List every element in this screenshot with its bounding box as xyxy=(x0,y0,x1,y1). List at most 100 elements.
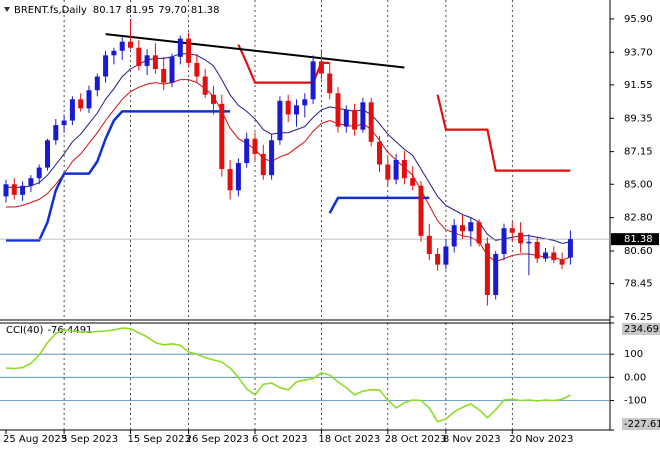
candle-body xyxy=(103,55,109,77)
candle-body xyxy=(426,235,432,255)
candle-body xyxy=(285,100,291,115)
y-tick-label: 93.70 xyxy=(624,47,653,58)
candle-body xyxy=(45,140,50,168)
candle-body xyxy=(302,99,308,106)
candle-body xyxy=(410,178,416,186)
candle-body xyxy=(443,246,449,265)
indicator-line xyxy=(6,79,571,263)
candle-body xyxy=(269,140,275,176)
candle-body xyxy=(169,56,175,83)
candle-body xyxy=(28,178,34,186)
y-tick-label: 78.45 xyxy=(624,279,653,290)
indicator-line xyxy=(6,53,571,244)
price-box xyxy=(611,233,659,246)
candle-body xyxy=(144,55,150,66)
candle-body xyxy=(244,138,250,164)
candle-body xyxy=(526,241,532,244)
candle-body xyxy=(385,164,391,180)
candle-body xyxy=(194,62,200,77)
y-tick-label: 82.80 xyxy=(624,213,653,224)
candle-body xyxy=(501,228,507,255)
candle-body xyxy=(3,184,9,197)
candle-body xyxy=(352,109,358,130)
x-tick-label: 18 Oct 2023 xyxy=(318,434,380,445)
y-tick-label: 87.15 xyxy=(624,147,653,158)
y-tick-label: -227.612 xyxy=(624,419,660,430)
candle-body xyxy=(69,99,75,121)
y-tick-label: 234.6928 xyxy=(624,324,660,335)
candle-body xyxy=(493,254,499,295)
candle-body xyxy=(128,41,133,48)
indicator-title: CCI(40) xyxy=(6,325,44,336)
candle-body xyxy=(20,185,26,195)
x-tick-label: 26 Sep 2023 xyxy=(186,434,249,445)
candle-body xyxy=(559,260,565,265)
candle-body xyxy=(534,241,540,259)
trendline xyxy=(105,33,405,69)
candle-body xyxy=(401,159,407,179)
candle-body xyxy=(509,228,515,233)
candle-body xyxy=(136,47,142,66)
candle-body xyxy=(294,105,299,115)
candle-body xyxy=(277,100,283,141)
candle-body xyxy=(111,50,117,56)
candle-body xyxy=(468,222,474,232)
candle-body xyxy=(152,55,158,69)
candle-body xyxy=(318,61,324,74)
candle-body xyxy=(119,41,125,51)
candle-body xyxy=(260,153,266,176)
x-tick-label: 5 Sep 2023 xyxy=(61,434,118,445)
x-tick-label: 6 Oct 2023 xyxy=(252,434,307,445)
candle-body xyxy=(451,225,457,247)
candle-body xyxy=(567,239,573,258)
quote-open: 80.17 xyxy=(93,5,122,16)
candle-body xyxy=(343,109,349,127)
x-tick-label: 20 Nov 2023 xyxy=(509,434,573,445)
candle-body xyxy=(53,125,59,141)
x-tick-label: 25 Aug 2023 xyxy=(3,434,67,445)
candle-body xyxy=(252,138,258,154)
y-tick-label: 76.25 xyxy=(624,312,653,323)
x-tick-label: 8 Nov 2023 xyxy=(443,434,501,445)
quote-close: 81.38 xyxy=(191,5,220,16)
y-tick-label: 100 xyxy=(624,349,643,360)
candle-body xyxy=(161,68,167,83)
quote-high: 81.95 xyxy=(126,5,155,16)
indicator-line xyxy=(6,110,430,242)
x-tick-label: 15 Sep 2023 xyxy=(128,434,191,445)
candle-body xyxy=(393,159,399,180)
candle-body xyxy=(219,103,225,170)
symbol-icon xyxy=(4,7,10,12)
candle-body xyxy=(186,38,192,63)
candle-body xyxy=(211,94,216,104)
candle-body xyxy=(86,90,92,109)
y-tick-label: -100 xyxy=(624,395,647,406)
candle-body xyxy=(551,252,557,261)
candle-body xyxy=(360,102,366,130)
candle-body xyxy=(460,225,465,232)
candle-body xyxy=(327,73,333,94)
candle-body xyxy=(227,169,233,191)
quote-low: 79.70 xyxy=(158,5,187,16)
candle-body xyxy=(377,141,382,165)
candle-body xyxy=(61,120,67,126)
candle-body xyxy=(310,61,316,100)
y-tick-label: 0.00 xyxy=(624,372,646,383)
candle-body xyxy=(518,232,524,244)
candle-body xyxy=(368,102,374,142)
candle-body xyxy=(484,243,490,295)
candle-body xyxy=(335,93,341,127)
candle-body xyxy=(435,254,441,265)
x-tick-label: 28 Oct 2023 xyxy=(385,434,447,445)
y-tick-label: 91.55 xyxy=(624,80,653,91)
cci-line xyxy=(5,327,571,423)
candle-body xyxy=(543,252,548,259)
y-tick-label: 80.60 xyxy=(624,246,653,257)
chart-title: BRENT.fs,Daily xyxy=(14,5,87,16)
chart-header: BRENT.fs,Daily 80.17 81.95 79.70 81.38 xyxy=(14,5,219,16)
y-tick-label: 85.00 xyxy=(624,179,653,190)
candle-body xyxy=(476,222,482,244)
price-box-label: 81.38 xyxy=(624,234,653,245)
